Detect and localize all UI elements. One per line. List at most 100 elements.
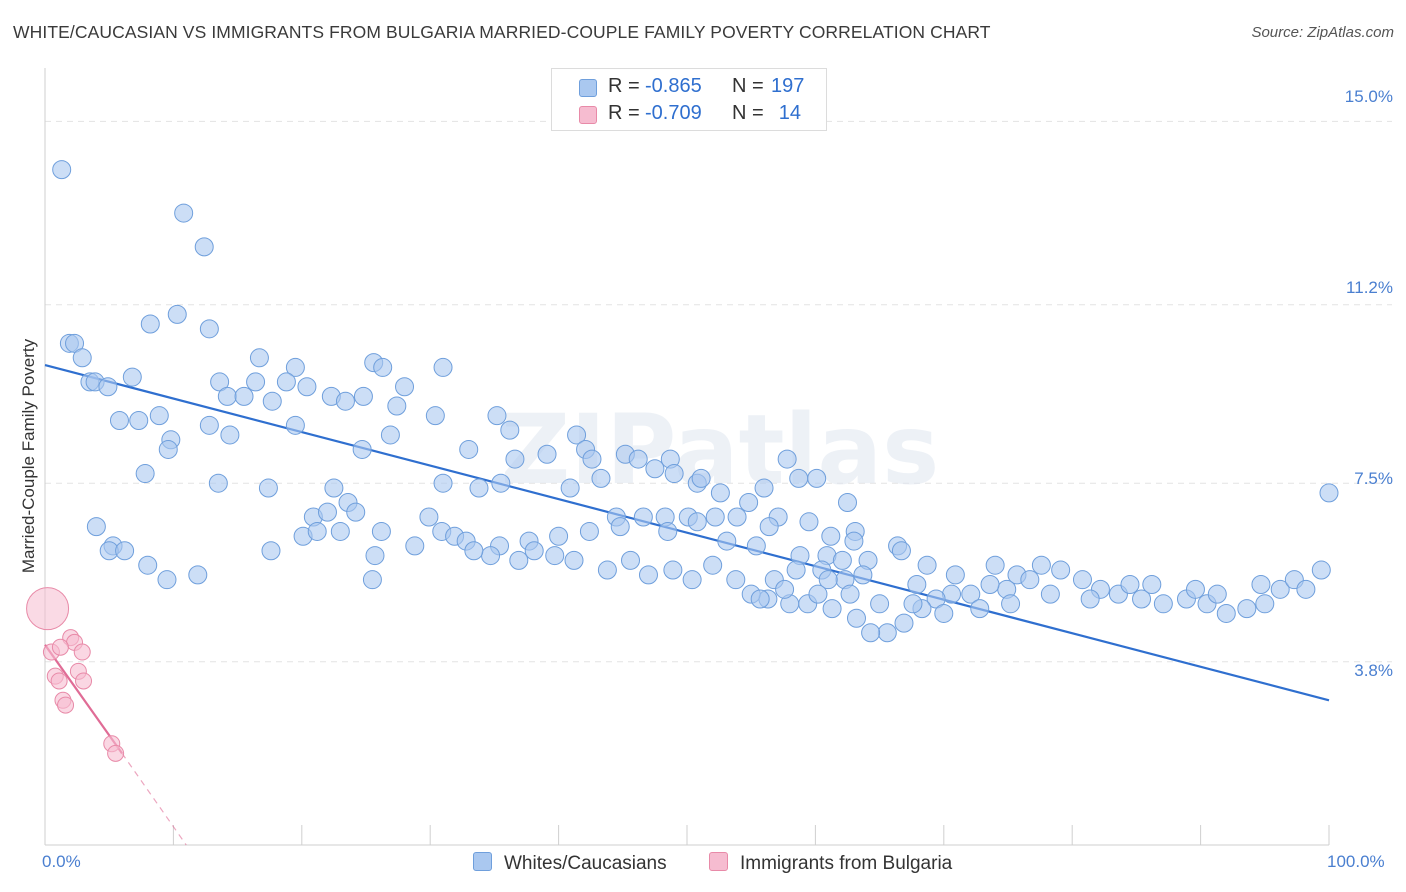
data-point-whites — [746, 536, 766, 556]
series-immigrants-bulgaria — [26, 587, 125, 762]
legend-n-label: N = — [732, 75, 764, 97]
legend-r-value: -0.709 — [645, 102, 702, 124]
data-point-whites — [564, 550, 584, 570]
data-point-whites — [371, 521, 391, 541]
data-point-whites — [891, 541, 911, 561]
data-point-whites — [199, 415, 219, 435]
data-point-whites — [838, 493, 857, 513]
data-point-whites — [821, 526, 841, 546]
legend-row-whites: R = -0.865 N = 197 — [552, 74, 826, 100]
data-point-whites — [633, 507, 653, 527]
data-point-whites — [1001, 594, 1021, 614]
legend-n-value: 14 — [778, 102, 801, 124]
data-point-whites — [832, 550, 852, 570]
data-point-whites — [433, 473, 453, 493]
data-point-whites — [853, 565, 873, 585]
data-point-whites — [1216, 603, 1236, 623]
data-point-whites — [560, 478, 580, 498]
data-point-whites — [846, 608, 866, 628]
data-point-whites — [194, 237, 214, 257]
data-point-whites — [844, 531, 864, 551]
legend-r-label: R = — [608, 102, 640, 124]
data-point-whites — [505, 449, 525, 469]
data-point-whites — [433, 357, 453, 377]
y-tick-label: 7.5% — [1354, 469, 1393, 488]
data-point-whites — [86, 517, 106, 537]
bottom-legend-bulgaria: Immigrants from Bulgaria — [709, 852, 952, 875]
legend-n-label: N = — [732, 102, 764, 124]
bottom-legend-label: Whites/Caucasians — [504, 853, 667, 874]
y-axis-label: Married-Couple Family Poverty — [19, 338, 38, 574]
data-point-bulgaria — [57, 696, 75, 714]
trendline-bulgaria — [121, 753, 187, 846]
data-point-whites — [317, 502, 337, 522]
data-point-whites — [759, 517, 779, 537]
data-point-whites — [234, 386, 254, 406]
data-point-whites — [691, 468, 711, 488]
data-point-bulgaria — [26, 587, 70, 631]
data-point-whites — [365, 546, 385, 566]
legend-r-label: R = — [608, 75, 640, 97]
data-point-bulgaria — [51, 638, 69, 656]
data-point-whites — [307, 521, 327, 541]
bottom-legend-label: Immigrants from Bulgaria — [740, 853, 953, 874]
y-tick-label: 3.8% — [1354, 661, 1393, 680]
data-point-whites — [346, 502, 366, 522]
data-point-whites — [469, 478, 489, 498]
data-point-whites — [262, 391, 282, 411]
data-point-whites — [894, 613, 914, 633]
data-point-whites — [380, 425, 400, 445]
data-point-whites — [775, 579, 795, 599]
data-point-whites — [663, 560, 683, 580]
data-point-whites — [1031, 555, 1051, 575]
data-point-whites — [638, 565, 658, 585]
data-point-bulgaria — [73, 643, 91, 661]
trendline-bulgaria — [44, 644, 123, 754]
legend-row-bulgaria: R = -0.709 N = 14 — [552, 101, 826, 127]
data-point-whites — [425, 406, 445, 426]
data-point-whites — [682, 570, 702, 590]
data-point-whites — [258, 478, 278, 498]
axes — [44, 68, 1330, 846]
data-point-whites — [597, 560, 617, 580]
data-point-bulgaria — [75, 672, 93, 690]
data-point-whites — [330, 521, 350, 541]
y-tick-label: 15.0% — [1344, 87, 1393, 106]
data-point-whites — [1251, 575, 1271, 595]
data-point-whites — [822, 599, 842, 619]
data-point-whites — [727, 507, 747, 527]
data-point-whites — [726, 570, 746, 590]
chart-title: WHITE/CAUCASIAN VS IMMIGRANTS FROM BULGA… — [13, 22, 991, 42]
source-label: Source: ZipAtlas.com — [1251, 24, 1394, 41]
data-point-whites — [808, 584, 828, 604]
correlation-legend: R = -0.865 N = 197 R = -0.709 N = 14 — [551, 68, 827, 131]
data-point-whites — [352, 439, 372, 459]
data-point-whites — [362, 570, 382, 590]
data-point-whites — [945, 565, 965, 585]
x-tick-label: 100.0% — [1327, 852, 1385, 871]
data-point-bulgaria — [107, 744, 125, 762]
data-point-whites — [1296, 579, 1316, 599]
data-point-whites — [1237, 599, 1257, 619]
data-point-whites — [961, 584, 981, 604]
data-point-whites — [405, 536, 425, 556]
data-point-whites — [1319, 483, 1339, 503]
data-point-whites — [188, 565, 208, 585]
data-point-whites — [138, 555, 158, 575]
data-point-whites — [249, 348, 269, 368]
data-point-whites — [717, 531, 737, 551]
data-point-whites — [610, 517, 630, 537]
data-point-whites — [1185, 579, 1205, 599]
data-point-whites — [903, 594, 923, 614]
data-point-whites — [545, 546, 565, 566]
data-point-whites — [750, 589, 770, 609]
data-point-whites — [877, 623, 897, 643]
data-point-whites — [98, 377, 118, 397]
legend-swatch-blue — [579, 79, 597, 97]
data-point-whites — [285, 415, 305, 435]
data-point-whites — [72, 348, 92, 368]
data-point-whites — [220, 425, 240, 445]
data-point-whites — [261, 541, 281, 561]
data-point-whites — [621, 550, 641, 570]
data-point-whites — [645, 459, 665, 479]
